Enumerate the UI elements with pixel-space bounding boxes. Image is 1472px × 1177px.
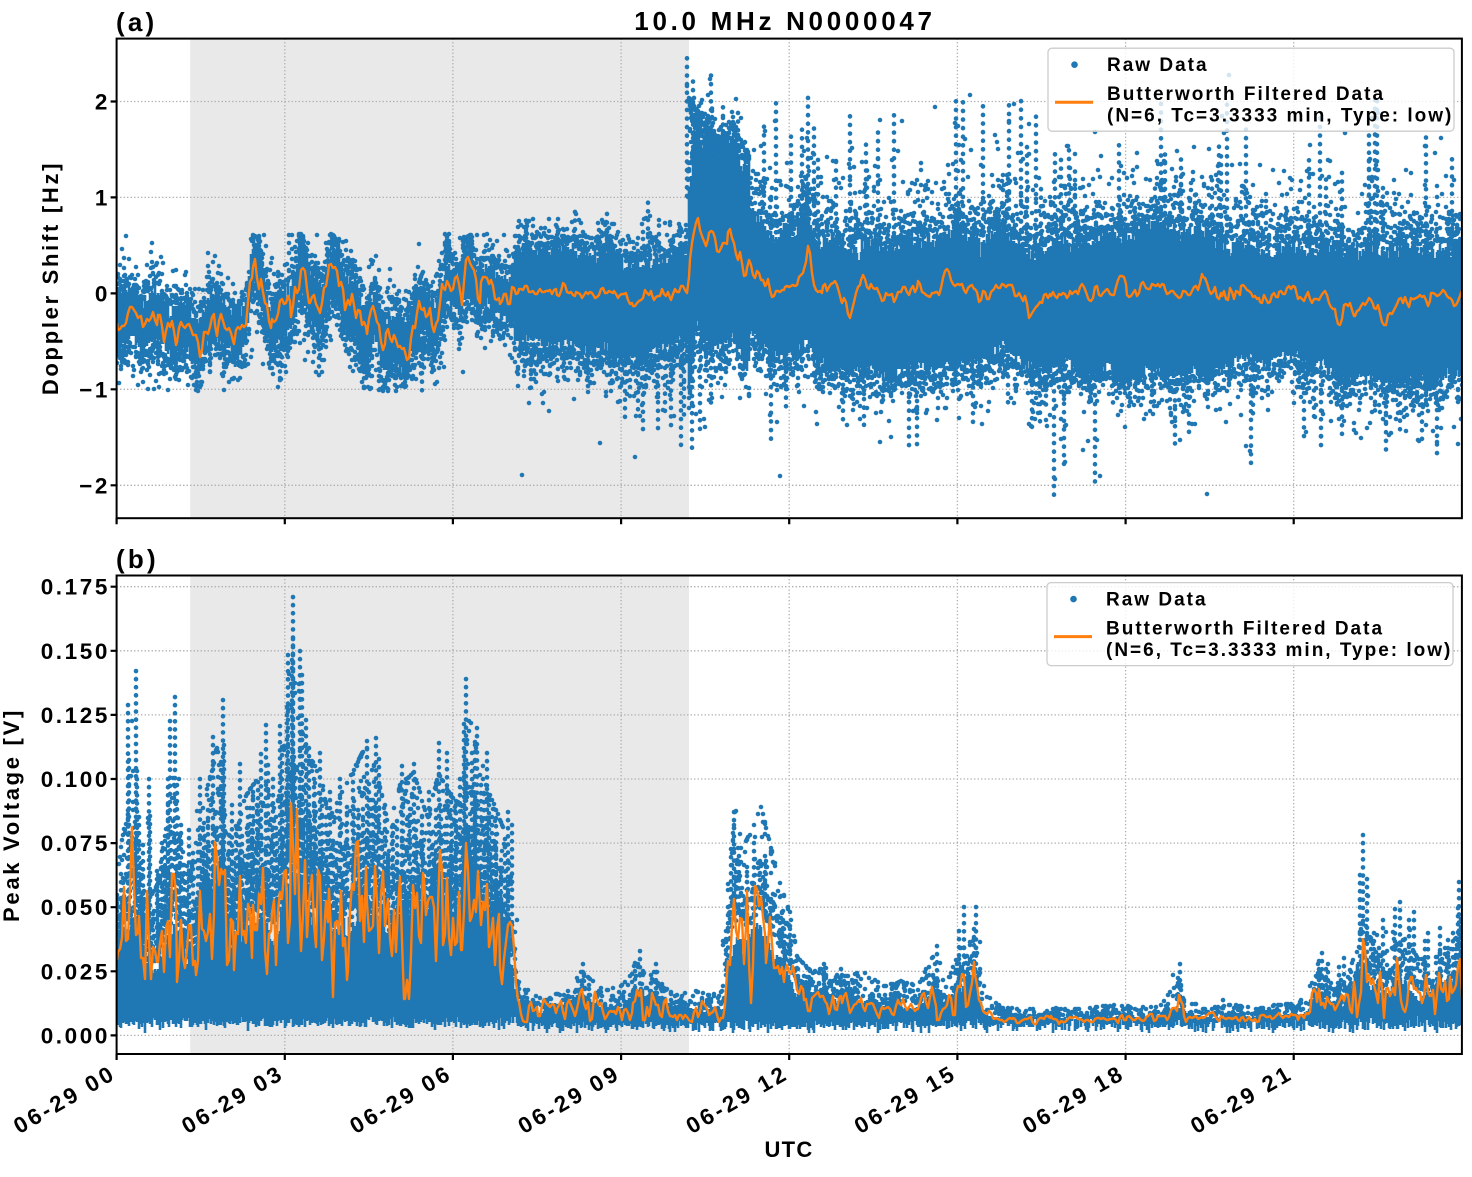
svg-text:Peak Voltage [V]: Peak Voltage [V] [0,708,24,922]
svg-text:Raw Data: Raw Data [1107,55,1209,76]
svg-text:Butterworth Filtered Data: Butterworth Filtered Data [1107,84,1385,105]
svg-text:(N=6, Tc=3.3333 min, Type: low: (N=6, Tc=3.3333 min, Type: low) [1107,106,1453,127]
svg-text:0.000: 0.000 [41,1023,110,1048]
svg-text:Butterworth Filtered Data: Butterworth Filtered Data [1106,619,1384,640]
svg-text:−2: −2 [79,473,110,498]
svg-text:0: 0 [95,281,110,306]
svg-text:0.100: 0.100 [41,767,110,792]
svg-text:0.150: 0.150 [41,639,110,664]
svg-text:(a): (a) [116,7,157,37]
svg-text:0.025: 0.025 [41,959,110,984]
svg-text:0.050: 0.050 [41,895,110,920]
svg-text:Raw Data: Raw Data [1106,590,1208,611]
svg-text:UTC: UTC [764,1137,813,1162]
svg-text:(N=6, Tc=3.3333 min, Type: low: (N=6, Tc=3.3333 min, Type: low) [1106,640,1452,661]
svg-text:0.075: 0.075 [41,831,110,856]
svg-text:10.0 MHz N0000047: 10.0 MHz N0000047 [634,6,935,36]
svg-text:0.175: 0.175 [41,575,110,600]
svg-text:1: 1 [95,185,110,210]
svg-text:−1: −1 [79,377,110,402]
svg-text:(b): (b) [116,544,159,574]
svg-text:0.125: 0.125 [41,703,110,728]
svg-text:2: 2 [95,90,110,115]
svg-text:Doppler Shift [Hz]: Doppler Shift [Hz] [38,161,63,395]
